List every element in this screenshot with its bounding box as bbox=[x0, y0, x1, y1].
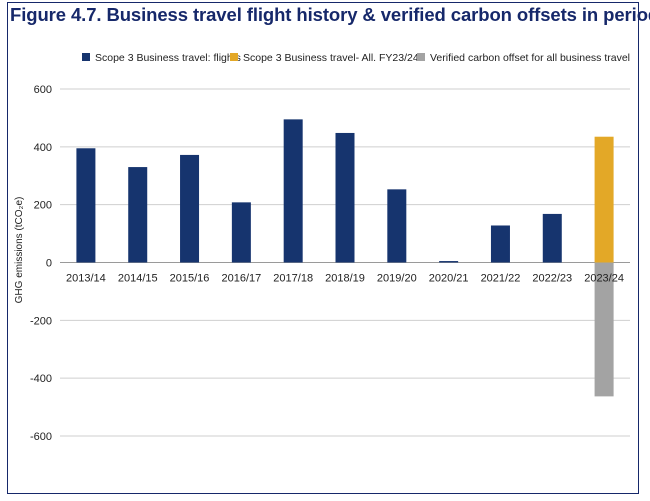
bar-2020-21-series-0 bbox=[439, 261, 459, 263]
x-tick-label: 2023/24 bbox=[584, 273, 624, 285]
bar-2017-18-series-0 bbox=[283, 119, 303, 263]
bar-2015-16-series-0 bbox=[180, 154, 200, 263]
y-tick-labels: 600 400 200 0 -200 -400 -600 bbox=[30, 84, 52, 443]
bar-2021-22-series-0 bbox=[490, 225, 510, 263]
legend-label: Scope 3 Business travel: flights bbox=[95, 52, 241, 64]
legend-label: Scope 3 Business travel- All. FY23/24 bbox=[243, 52, 419, 64]
x-tick-label: 2022/23 bbox=[532, 273, 572, 285]
legend: Scope 3 Business travel: flights Scope 3 … bbox=[82, 52, 630, 64]
y-tick-label: -600 bbox=[30, 431, 52, 443]
x-tick-label: 2018/19 bbox=[325, 273, 365, 285]
y-tick-label: -400 bbox=[30, 373, 52, 385]
bar-2018-19-series-0 bbox=[335, 132, 355, 263]
x-tick-label: 2019/20 bbox=[377, 273, 417, 285]
y-tick-label: -200 bbox=[30, 315, 52, 327]
chart-title: Figure 4.7. Business travel flight histo… bbox=[10, 4, 650, 25]
y-tick-label: 200 bbox=[34, 200, 52, 212]
y-axis-label: GHG emissions (tCO₂e) bbox=[14, 197, 25, 304]
bar-2019-20-series-0 bbox=[387, 189, 407, 263]
x-tick-label: 2020/21 bbox=[429, 273, 469, 285]
bar-2014-15-series-0 bbox=[128, 167, 148, 263]
bars bbox=[76, 119, 614, 397]
x-tick-label: 2017/18 bbox=[273, 273, 313, 285]
bar-2016-17-series-0 bbox=[231, 202, 251, 263]
y-tick-label: 400 bbox=[34, 142, 52, 154]
legend-swatch bbox=[417, 53, 425, 61]
legend-swatch bbox=[82, 53, 90, 61]
legend-swatch bbox=[230, 53, 238, 61]
x-tick-labels: 2013/14 2014/15 2015/16 2016/17 2017/18 2018/… bbox=[66, 273, 624, 285]
bar-2022-23-series-0 bbox=[542, 213, 562, 263]
x-tick-label: 2015/16 bbox=[170, 273, 210, 285]
x-tick-label: 2013/14 bbox=[66, 273, 106, 285]
bar-2013-14-series-0 bbox=[76, 148, 96, 263]
legend-label: Verified carbon offset for all business … bbox=[430, 52, 630, 64]
bar-2023-24-series-1 bbox=[594, 136, 614, 263]
y-tick-label: 600 bbox=[34, 84, 52, 96]
x-tick-label: 2021/22 bbox=[481, 273, 521, 285]
x-tick-label: 2016/17 bbox=[221, 273, 261, 285]
bar-2023-24-series-2 bbox=[594, 262, 614, 397]
x-tick-label: 2014/15 bbox=[118, 273, 158, 285]
chart-frame bbox=[7, 2, 639, 494]
y-tick-label: 0 bbox=[46, 258, 52, 270]
